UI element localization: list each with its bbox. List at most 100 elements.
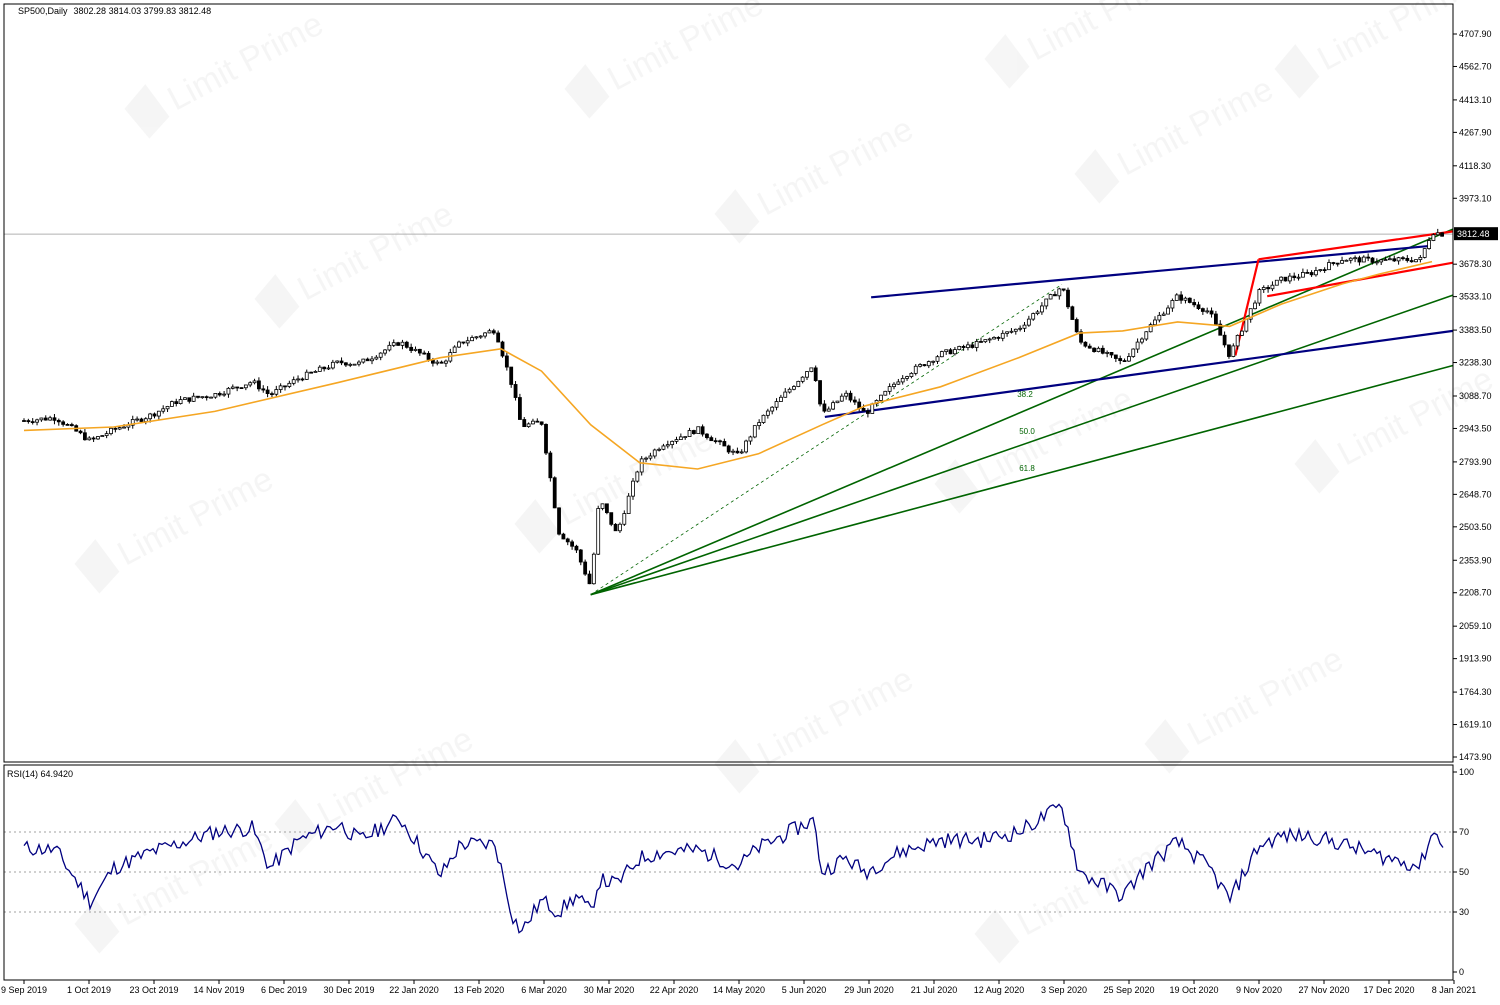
candle-body	[343, 362, 348, 366]
candle-body	[361, 358, 366, 363]
candle-body	[626, 495, 631, 514]
candle-body	[1301, 272, 1305, 278]
watermark-text: Limit Prime	[1011, 830, 1179, 943]
price-layer	[22, 228, 1444, 585]
x-tick-label: 6 Dec 2019	[261, 985, 307, 995]
candle-body	[1222, 334, 1227, 346]
candle-body	[557, 507, 561, 535]
candle-body	[309, 371, 314, 374]
candle-body	[1118, 358, 1123, 361]
candle-body	[461, 341, 466, 344]
candle-body	[813, 367, 818, 382]
watermark-logo	[1074, 149, 1120, 204]
candle-body	[718, 440, 722, 443]
candle-body	[1135, 341, 1140, 350]
x-tick-label: 8 Jan 2021	[1432, 985, 1477, 995]
candle-body	[1200, 308, 1205, 312]
candle-body	[183, 397, 187, 400]
candle-body	[100, 435, 105, 437]
candle-body	[413, 348, 418, 351]
candle-body	[705, 433, 709, 439]
lower-channel-line	[824, 329, 1454, 419]
candle-body	[1274, 279, 1279, 286]
rsi-y-tick-label: 70	[1459, 827, 1469, 837]
candle-body	[953, 349, 957, 355]
candle-body	[966, 344, 970, 348]
x-tick-label: 30 Dec 2019	[323, 985, 374, 995]
y-tick-label: 4413.10	[1459, 95, 1492, 105]
candle-body	[713, 440, 718, 443]
candle-body	[78, 430, 83, 434]
candle-body	[752, 425, 757, 438]
candle-body	[1261, 287, 1266, 290]
watermark-logo	[714, 739, 760, 794]
candle-body	[1374, 261, 1379, 264]
candle-body	[483, 332, 488, 337]
candle-body	[596, 508, 601, 555]
candle-body	[296, 378, 300, 381]
candle-body	[1244, 318, 1249, 332]
candle-body	[770, 406, 775, 412]
watermark-logo	[974, 909, 1020, 964]
watermark-logo	[514, 499, 560, 554]
candle-body	[591, 553, 596, 585]
candle-body	[670, 440, 675, 446]
candle-body	[330, 361, 335, 369]
candle-body	[417, 348, 422, 354]
candle-body	[696, 426, 701, 435]
candle-body	[252, 380, 257, 384]
candle-body	[265, 389, 270, 395]
candle-body	[187, 397, 192, 402]
candle-body	[1409, 260, 1414, 263]
rsi-panel-frame	[3, 764, 1454, 981]
candle-body	[239, 387, 244, 390]
x-tick-label: 22 Jan 2020	[389, 985, 439, 995]
candle-body	[979, 341, 983, 343]
watermark-logo	[1144, 719, 1190, 774]
candle-body	[1205, 310, 1210, 313]
candle-body	[1392, 258, 1397, 262]
candle-body	[918, 364, 922, 367]
candle-body	[970, 344, 975, 348]
candle-body	[722, 441, 727, 447]
candle-body	[526, 423, 531, 428]
candle-body	[896, 381, 901, 385]
candle-body	[639, 458, 644, 473]
candle-body	[1153, 319, 1157, 326]
candle-body	[22, 420, 26, 422]
y-tick-label: 4118.30	[1459, 161, 1491, 171]
x-tick-label: 14 May 2020	[713, 985, 765, 995]
watermark-logo	[1294, 439, 1340, 494]
current-price-tag	[1454, 227, 1498, 241]
candle-body	[1322, 269, 1327, 271]
y-tick-label: 3383.50	[1459, 325, 1492, 335]
candle-body	[200, 396, 205, 399]
candle-body	[992, 337, 996, 340]
y-tick-label: 2793.90	[1459, 457, 1492, 467]
candle-body	[635, 471, 640, 482]
candle-body	[774, 401, 779, 408]
candle-body	[1109, 352, 1114, 356]
candle-body	[35, 419, 39, 423]
candle-body	[1396, 257, 1401, 262]
candle-body	[1040, 305, 1044, 313]
x-tick-label: 14 Nov 2019	[193, 985, 244, 995]
candle-body	[470, 337, 474, 342]
candle-body	[287, 382, 292, 387]
candle-body	[1296, 276, 1301, 279]
candle-body	[248, 382, 253, 386]
x-tick-label: 9 Sep 2019	[1, 985, 47, 995]
candle-body	[122, 426, 126, 429]
candle-body	[609, 512, 614, 525]
fib-fan-line-50	[590, 294, 1454, 596]
candle-body	[165, 406, 170, 410]
candle-body	[96, 436, 100, 440]
candle-body	[1331, 262, 1336, 264]
candle-body	[196, 395, 200, 398]
candle-body	[974, 341, 979, 348]
candle-body	[444, 360, 448, 364]
candle-body	[474, 336, 479, 339]
candle-body	[283, 385, 287, 388]
candle-body	[326, 367, 331, 370]
candle-body	[335, 360, 340, 363]
